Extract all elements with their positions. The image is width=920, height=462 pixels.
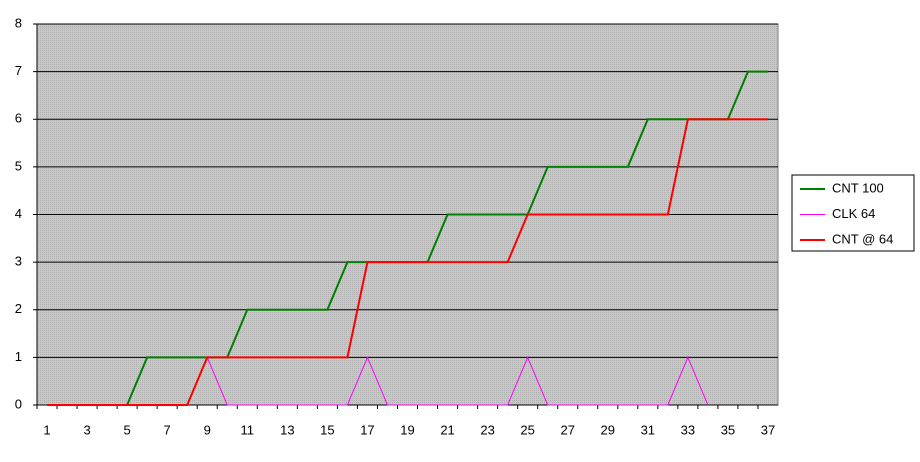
y-tick-label: 1 <box>15 349 22 364</box>
x-tick-label: 25 <box>520 422 534 437</box>
legend-label: CLK 64 <box>832 206 875 221</box>
x-tick-label: 23 <box>480 422 494 437</box>
series-line <box>47 118 768 406</box>
x-tick-label: 9 <box>204 422 211 437</box>
y-tick-label: 3 <box>15 254 22 269</box>
x-tick-label: 11 <box>241 422 255 437</box>
x-tick-label: 27 <box>560 422 574 437</box>
legend-label: CNT 100 <box>832 180 884 195</box>
x-tick-label: 17 <box>360 422 374 437</box>
x-tick-label: 31 <box>641 422 655 437</box>
x-tick-label: 7 <box>164 422 171 437</box>
legend-box <box>791 174 915 252</box>
legend-label: CNT @ 64 <box>832 231 893 246</box>
x-tick-label: 35 <box>721 422 735 437</box>
x-tick-label: 33 <box>681 422 695 437</box>
x-tick-label: 3 <box>83 422 90 437</box>
y-tick-label: 6 <box>15 111 22 126</box>
x-tick-label: 37 <box>761 422 775 437</box>
y-tick-label: 0 <box>15 396 22 411</box>
x-tick-label: 5 <box>124 422 131 437</box>
y-tick-label: 8 <box>15 15 22 30</box>
y-tick-label: 5 <box>15 158 22 173</box>
y-tick-label: 7 <box>15 63 22 78</box>
x-tick-label: 29 <box>601 422 615 437</box>
x-tick-label: 19 <box>400 422 414 437</box>
y-tick-label: 4 <box>15 206 22 221</box>
x-tick-label: 13 <box>280 422 294 437</box>
y-tick-label: 2 <box>15 301 22 316</box>
x-tick-label: 15 <box>320 422 334 437</box>
x-tick-label: 21 <box>440 422 454 437</box>
x-tick-label: 1 <box>43 422 50 437</box>
